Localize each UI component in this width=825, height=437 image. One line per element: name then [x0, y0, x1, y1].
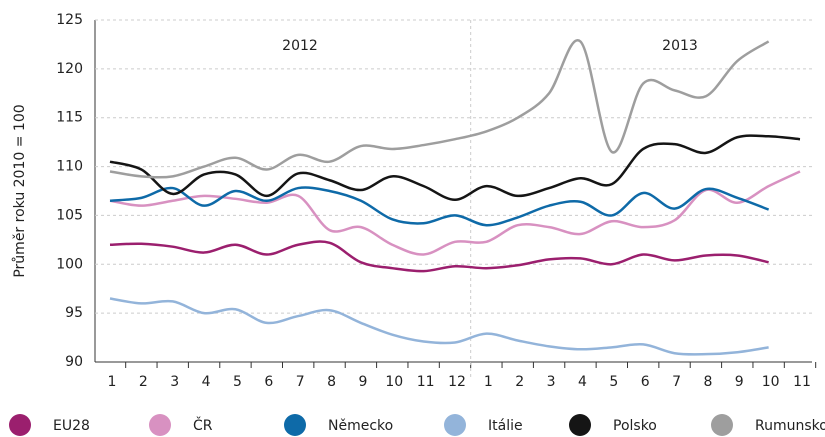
y-tick-label: 115: [56, 110, 83, 126]
x-tick-label: 10: [762, 374, 780, 390]
legend-label: ČR: [193, 416, 213, 434]
x-tick-label: 3: [170, 374, 179, 390]
y-axis-label: Průměr roku 2010 = 100: [12, 104, 28, 277]
y-tick-label: 100: [56, 256, 83, 272]
x-tick-label: 1: [108, 374, 117, 390]
y-tick-label: 125: [56, 12, 83, 28]
x-tick-label: 6: [264, 374, 273, 390]
line-series: [109, 39, 770, 179]
x-tick-label: 11: [417, 374, 435, 390]
legend-marker: [9, 414, 31, 436]
x-tick-label: 2: [515, 374, 524, 390]
x-tick-label: 6: [641, 374, 650, 390]
x-tick-label: 1: [484, 374, 493, 390]
legend-marker: [444, 414, 466, 436]
x-tick-label: 9: [358, 374, 367, 390]
x-tick-label: 5: [233, 374, 242, 390]
x-tick-label: 12: [448, 374, 466, 390]
x-tick-label: 7: [672, 374, 681, 390]
x-tick-label: 7: [296, 374, 305, 390]
y-tick-label: 105: [56, 207, 83, 223]
legend-marker: [149, 414, 171, 436]
y-tick-label: 120: [56, 61, 83, 77]
line-series: [109, 134, 801, 202]
legend-marker: [284, 414, 306, 436]
line-series: [109, 186, 770, 227]
x-tick-label: 9: [735, 374, 744, 390]
y-tick-label: 95: [65, 305, 83, 321]
x-tick-label: 4: [578, 374, 587, 390]
x-tick-label: 8: [703, 374, 712, 390]
line-series: [109, 170, 801, 256]
line-series: [109, 297, 769, 356]
x-tick-label: 2: [139, 374, 148, 390]
y-tick-label: 110: [56, 159, 83, 175]
x-tick-label: 3: [547, 374, 556, 390]
legend-marker: [569, 414, 591, 436]
x-tick-label: 8: [327, 374, 336, 390]
legend-label: Polsko: [613, 418, 657, 434]
annotation: 2013: [662, 38, 698, 54]
x-tick-label: 5: [609, 374, 618, 390]
legend-label: Itálie: [488, 418, 523, 434]
legend-marker: [711, 414, 733, 436]
legend-label: Rumunsko: [755, 418, 825, 434]
x-tick-label: 11: [793, 374, 811, 390]
legend-label: EU28: [53, 418, 90, 434]
legend-label: Německo: [328, 418, 393, 434]
line-series: [109, 240, 769, 273]
y-tick-label: 90: [65, 354, 83, 370]
annotation: 2012: [282, 38, 318, 54]
x-tick-label: 4: [202, 374, 211, 390]
x-tick-label: 10: [385, 374, 403, 390]
